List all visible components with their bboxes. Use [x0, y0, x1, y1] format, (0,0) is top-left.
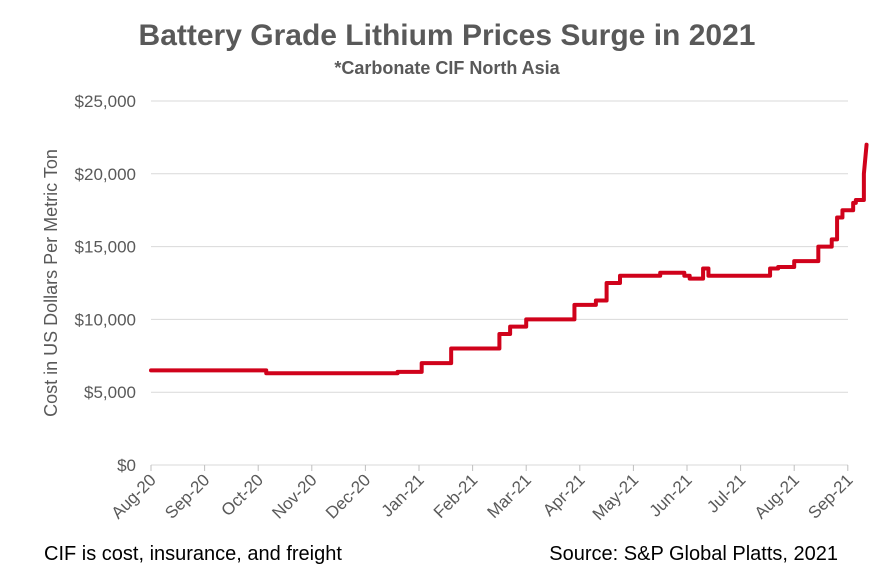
- x-tick-label: May-21: [589, 470, 643, 524]
- x-tick-label: Feb-21: [430, 470, 482, 522]
- gridlines: [151, 100, 848, 393]
- footnote-left: CIF is cost, insurance, and freight: [44, 543, 342, 565]
- y-tick-label: $20,000: [75, 165, 136, 184]
- y-tick-label: $25,000: [75, 92, 136, 111]
- x-tick-label: Sep-21: [804, 470, 856, 522]
- x-tick-label: Oct-20: [218, 470, 268, 520]
- x-tick-label: Aug-21: [751, 470, 803, 522]
- y-tick-label: $15,000: [75, 238, 136, 257]
- x-tick-label: Jan-21: [378, 470, 428, 520]
- price-line: [149, 142, 869, 376]
- x-tick-label: Aug-20: [108, 470, 160, 522]
- x-tick-label: Mar-21: [484, 470, 536, 522]
- x-tick-label: Dec-20: [322, 470, 374, 522]
- y-tick-label: $0: [117, 456, 136, 475]
- x-axis: Aug-20 Sep-20 Oct-20 Nov-20 Dec-20 Jan-21 Feb-…: [108, 464, 857, 524]
- y-axis-ticks: $0 $5,000 $10,000 $15,000 $20,000 $25,000: [75, 92, 136, 475]
- x-tick-label: Jun-21: [646, 470, 696, 520]
- chart-subtitle: *Carbonate CIF North Asia: [334, 58, 560, 78]
- x-tick-label: Jul-21: [703, 470, 749, 516]
- y-tick-label: $10,000: [75, 310, 136, 329]
- x-tick-label: Sep-20: [161, 470, 213, 522]
- x-tick-label: Nov-20: [268, 470, 320, 522]
- x-tick-label: Apr-21: [539, 470, 589, 520]
- y-tick-label: $5,000: [84, 383, 136, 402]
- footnote-right: Source: S&P Global Platts, 2021: [549, 543, 838, 565]
- price-series: [149, 142, 869, 376]
- chart-title: Battery Grade Lithium Prices Surge in 20…: [139, 19, 756, 52]
- y-axis-label: Cost in US Dollars Per Metric Ton: [41, 149, 61, 417]
